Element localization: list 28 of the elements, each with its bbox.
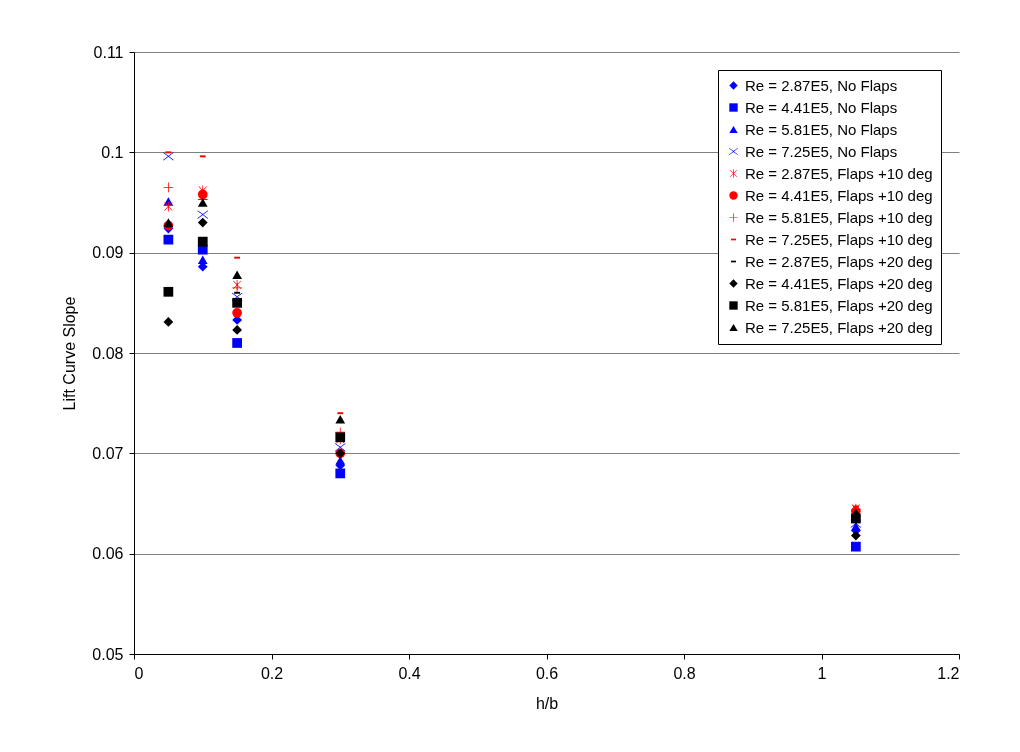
- legend-label: Re = 4.41E5, No Flaps: [745, 98, 898, 116]
- x-tick-label: 1: [817, 664, 827, 682]
- x-tick-label: 0.6: [535, 664, 559, 682]
- x-tick-label: 0.4: [398, 664, 421, 682]
- legend-label: Re = 5.81E5, No Flaps: [745, 120, 898, 138]
- legend-label: Re = 4.41E5, Flaps +10 deg: [745, 186, 933, 204]
- legend-label: Re = 7.25E5, No Flaps: [745, 142, 898, 160]
- y-axis-title: Lift Curve Slope: [61, 296, 79, 411]
- x-tick-label: 0.8: [673, 664, 696, 682]
- x-tick-label: 1.2: [937, 664, 960, 682]
- x-tick-label: 0.2: [260, 664, 284, 682]
- legend-label: Re = 2.87E5, Flaps +20 deg: [745, 252, 933, 270]
- y-tick-label: 0.08: [92, 344, 124, 362]
- legend-label: Re = 5.81E5, Flaps +10 deg: [745, 208, 933, 226]
- y-tick-label: 0.1: [101, 143, 124, 161]
- legend-label: Re = 5.81E5, Flaps +20 deg: [745, 296, 933, 314]
- y-tick-label: 0.05: [92, 645, 124, 663]
- y-tick-label: 0.07: [92, 444, 124, 462]
- legend-label: Re = 2.87E5, Flaps +10 deg: [745, 164, 933, 182]
- legend-label: Re = 7.25E5, Flaps +20 deg: [745, 318, 933, 336]
- legend-label: Re = 4.41E5, Flaps +20 deg: [745, 274, 933, 292]
- legend-label: Re = 2.87E5, No Flaps: [745, 76, 898, 94]
- legend-label: Re = 7.25E5, Flaps +10 deg: [745, 230, 933, 248]
- x-axis-title: h/b: [535, 694, 559, 712]
- y-tick-label: 0.09: [92, 244, 124, 262]
- y-tick-label: 0.06: [92, 545, 124, 563]
- x-tick-label: 0: [134, 664, 144, 682]
- y-tick-label: 0.11: [93, 43, 124, 61]
